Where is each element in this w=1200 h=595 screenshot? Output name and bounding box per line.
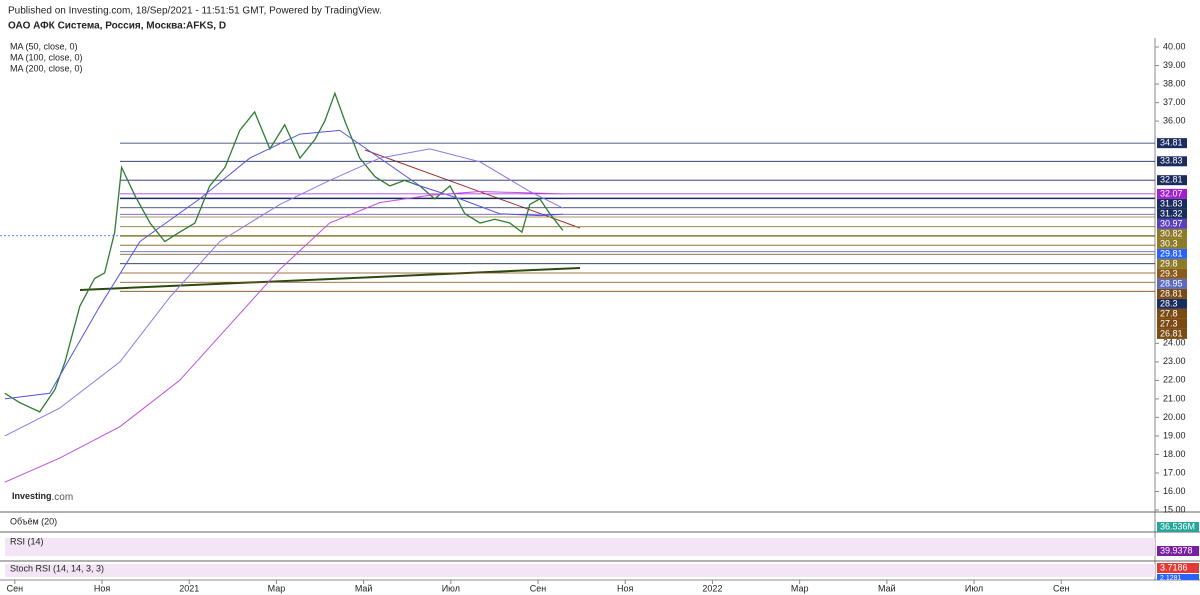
level-label-box	[1157, 175, 1187, 186]
y-tick-label: 20.00	[1163, 412, 1186, 422]
level-label-box	[1157, 298, 1187, 309]
level-label: 30.82	[1160, 228, 1183, 238]
y-tick-label: 37.00	[1163, 97, 1186, 107]
volume-label: Объём (20)	[10, 516, 57, 526]
stoch-d-box	[1157, 574, 1199, 580]
x-tick-label: 2021	[179, 583, 199, 593]
y-tick-label: 21.00	[1163, 393, 1186, 403]
y-tick-label: 16.00	[1163, 486, 1186, 496]
level-label: 29.81	[1160, 248, 1183, 258]
resistance-trendline	[364, 149, 581, 229]
stoch-label: Stoch RSI (14, 14, 3, 3)	[10, 563, 104, 573]
level-label: 33.83	[1160, 156, 1183, 166]
level-label: 28.3	[1160, 298, 1178, 308]
price-line	[4, 91, 564, 413]
y-tick-label: 39.00	[1163, 60, 1186, 70]
level-label: 30.3	[1160, 238, 1178, 248]
y-tick-label: 36.00	[1163, 115, 1186, 125]
x-tick-label: Ноя	[94, 583, 111, 593]
level-label-box	[1157, 238, 1187, 249]
level-label: 26.81	[1160, 328, 1183, 338]
x-tick-label: Сен	[1053, 583, 1070, 593]
level-label: 34.81	[1160, 138, 1183, 148]
level-label: 31.83	[1160, 198, 1183, 208]
y-tick-label: 24.00	[1163, 338, 1186, 348]
moving-average	[4, 148, 564, 437]
y-tick-label: 17.00	[1163, 467, 1186, 477]
stoch-band	[5, 564, 1155, 577]
rsi-value-box	[1157, 546, 1199, 556]
level-label-box	[1157, 218, 1187, 229]
y-tick-label: 23.00	[1163, 356, 1186, 366]
stoch-k-box	[1157, 563, 1199, 573]
legend-entry: MA (200, close, 0)	[10, 63, 83, 73]
y-tick-label: 22.00	[1163, 375, 1186, 385]
x-tick-label: Май	[355, 583, 373, 593]
volume-value: 36.536M	[1160, 521, 1195, 531]
stoch-d-value: 2.1281	[1160, 575, 1182, 582]
level-label-box	[1157, 308, 1187, 319]
level-label-box	[1157, 188, 1187, 199]
y-tick-label: 15.00	[1163, 504, 1186, 514]
level-label: 28.95	[1160, 278, 1183, 288]
level-label: 27.3	[1160, 318, 1178, 328]
level-label: 27.8	[1160, 308, 1178, 318]
level-label-box	[1157, 198, 1187, 209]
logo: Investing.com	[12, 491, 73, 502]
level-label-box	[1157, 328, 1187, 339]
y-tick-label: 19.00	[1163, 430, 1186, 440]
level-label: 32.07	[1160, 188, 1183, 198]
level-label-box	[1157, 228, 1187, 239]
rsi-label: RSI (14)	[10, 536, 44, 546]
level-label: 30.97	[1160, 218, 1183, 228]
level-label-box	[1157, 156, 1187, 167]
legend-entry: MA (50, close, 0)	[10, 41, 78, 51]
support-trendline	[79, 267, 581, 291]
y-tick-label: 18.00	[1163, 449, 1186, 459]
level-label: 32.81	[1160, 175, 1183, 185]
y-tick-label: 38.00	[1163, 78, 1186, 88]
x-tick-label: Ноя	[617, 583, 634, 593]
level-label-box	[1157, 318, 1187, 329]
level-label: 31.32	[1160, 208, 1183, 218]
x-tick-label: Июл	[965, 583, 983, 593]
published-note: Published on Investing.com, 18/Sep/2021 …	[8, 6, 382, 17]
stoch-k-value: 3.7186	[1160, 562, 1188, 572]
y-tick-label: 40.00	[1163, 41, 1186, 51]
x-tick-label: Сен	[7, 583, 24, 593]
level-label-box	[1157, 138, 1187, 149]
level-label: 29.3	[1160, 268, 1178, 278]
level-label-box	[1157, 288, 1187, 299]
moving-average	[4, 129, 563, 400]
x-tick-label: Мар	[791, 583, 809, 593]
x-tick-label: 2022	[702, 583, 722, 593]
moving-average	[4, 190, 563, 483]
level-label-box	[1157, 268, 1187, 279]
level-label: 29.8	[1160, 258, 1178, 268]
rsi-value: 39.9378	[1160, 545, 1193, 555]
level-label-box	[1157, 248, 1187, 259]
x-tick-label: Май	[878, 583, 896, 593]
level-label-box	[1157, 208, 1187, 219]
level-label-box	[1157, 258, 1187, 269]
rsi-band	[5, 538, 1155, 556]
x-tick-label: Мар	[268, 583, 286, 593]
x-tick-label: Июл	[442, 583, 460, 593]
x-tick-label: Сен	[530, 583, 547, 593]
level-label-box	[1157, 278, 1187, 289]
legend-entry: MA (100, close, 0)	[10, 52, 83, 62]
volume-value-box	[1157, 522, 1199, 532]
level-label: 28.81	[1160, 288, 1183, 298]
chart-title: ОАО АФК Система, Россия, Москва:AFKS, D	[8, 21, 226, 32]
